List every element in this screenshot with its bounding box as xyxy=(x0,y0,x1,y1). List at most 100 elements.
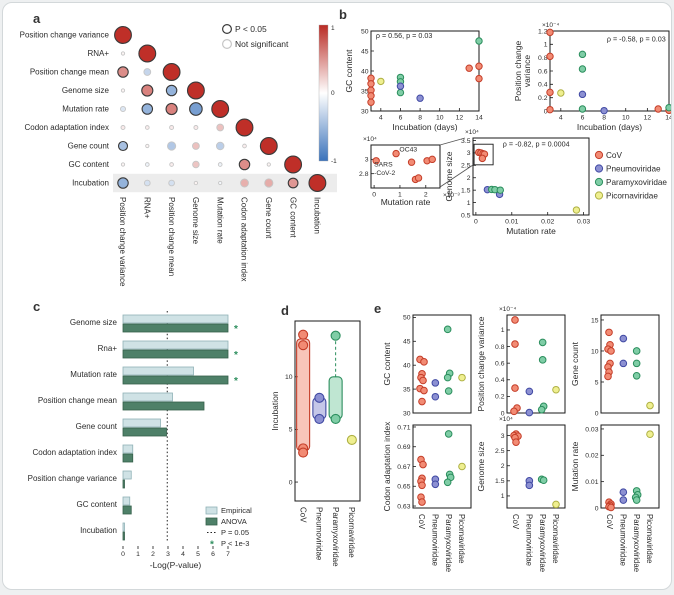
svg-text:×10⁻³: ×10⁻³ xyxy=(443,192,460,199)
svg-text:50: 50 xyxy=(361,28,369,35)
panel-e-gene-count: 0 5 10 15 Gene count xyxy=(570,314,660,417)
svg-text:0.02: 0.02 xyxy=(585,453,598,460)
svg-text:ρ = -0.58, p = 0.03: ρ = -0.58, p = 0.03 xyxy=(607,35,666,44)
svg-text:5: 5 xyxy=(595,379,599,386)
svg-text:1: 1 xyxy=(398,192,402,199)
svg-text:1: 1 xyxy=(501,493,505,500)
svg-text:0: 0 xyxy=(595,410,599,417)
svg-text:Pneumoviridae: Pneumoviridae xyxy=(525,514,534,566)
svg-text:Incubation: Incubation xyxy=(80,526,117,535)
svg-text:3: 3 xyxy=(166,551,170,558)
svg-text:Codon adaptation index: Codon adaptation index xyxy=(24,123,109,132)
svg-text:40: 40 xyxy=(403,362,411,369)
panel-e-codon-adaptation-index: 0.63 0.65 0.67 0.69 0.71 Codon adaptation ind… xyxy=(382,421,472,572)
svg-text:×10⁴: ×10⁴ xyxy=(363,136,377,143)
svg-text:3: 3 xyxy=(501,433,505,440)
svg-text:GC content: GC content xyxy=(69,160,110,169)
svg-text:Gene count: Gene count xyxy=(570,341,580,386)
svg-text:8: 8 xyxy=(602,115,606,122)
svg-text:35: 35 xyxy=(403,386,411,393)
panel-c-significance-bars: Genome size * Rna+ * Mutation rate * Position … xyxy=(28,311,252,570)
svg-text:Pneumoviridae: Pneumoviridae xyxy=(619,514,628,566)
svg-text:-Log(P-value): -Log(P-value) xyxy=(150,560,202,570)
svg-text:8: 8 xyxy=(418,115,422,122)
svg-text:0.02: 0.02 xyxy=(541,219,554,226)
svg-text:Genome size: Genome size xyxy=(476,441,486,491)
svg-text:×10⁴: ×10⁴ xyxy=(465,129,479,136)
svg-text:Mutation rate: Mutation rate xyxy=(70,370,117,379)
svg-text:Mutation rate: Mutation rate xyxy=(62,105,109,114)
svg-text:0.03: 0.03 xyxy=(585,426,598,433)
svg-text:35: 35 xyxy=(361,88,369,95)
svg-text:10: 10 xyxy=(436,115,444,122)
svg-text:2: 2 xyxy=(424,192,428,199)
svg-text:0.03: 0.03 xyxy=(577,219,590,226)
svg-text:0.67: 0.67 xyxy=(397,464,410,471)
svg-text:0: 0 xyxy=(501,410,505,417)
svg-text:6: 6 xyxy=(211,551,215,558)
svg-text:0.71: 0.71 xyxy=(397,424,410,431)
svg-text:10: 10 xyxy=(285,374,293,381)
svg-text:Mutation rate: Mutation rate xyxy=(215,197,224,244)
svg-text:1: 1 xyxy=(136,551,140,558)
svg-text:Genome size: Genome size xyxy=(70,318,118,327)
svg-text:*: * xyxy=(234,376,238,387)
figure-canvas: Position change variance Position change … xyxy=(20,22,671,572)
svg-text:variance: variance xyxy=(522,55,532,87)
svg-text:3: 3 xyxy=(365,157,369,164)
svg-text:1.2: 1.2 xyxy=(538,28,548,35)
svg-text:Paramyxoviridae: Paramyxoviridae xyxy=(606,178,667,187)
svg-text:45: 45 xyxy=(361,48,369,55)
svg-text:1.5: 1.5 xyxy=(495,478,505,485)
svg-text:10: 10 xyxy=(622,115,630,122)
svg-text:2: 2 xyxy=(467,175,471,182)
svg-text:1.5: 1.5 xyxy=(461,187,471,194)
svg-text:0.2: 0.2 xyxy=(538,95,548,102)
svg-text:2.5: 2.5 xyxy=(461,163,471,170)
svg-text:SARS: SARS xyxy=(374,162,393,169)
panel-e-mutation-rate: 0 0.01 0.02 0.03 Mutation rate CoV Pneumovirid… xyxy=(570,424,660,572)
svg-text:Gene count: Gene count xyxy=(264,197,273,239)
svg-text:0: 0 xyxy=(121,551,125,558)
panel-b-legend: CoV Pneumoviridae Paramyxoviridae Picornavi… xyxy=(594,151,667,200)
svg-text:Incubation: Incubation xyxy=(270,391,280,430)
svg-text:Empirical: Empirical xyxy=(221,506,252,515)
svg-text:GC content: GC content xyxy=(382,342,392,386)
svg-text:0.6: 0.6 xyxy=(495,360,505,367)
svg-text:1: 1 xyxy=(501,327,505,334)
svg-text:Not significant: Not significant xyxy=(235,39,289,49)
svg-text:Pneumoviridae: Pneumoviridae xyxy=(431,514,440,566)
svg-text:Genome size: Genome size xyxy=(62,86,110,95)
svg-text:7: 7 xyxy=(226,551,230,558)
svg-text:0: 0 xyxy=(289,479,293,486)
svg-text:ρ = 0.56, p = 0.03: ρ = 0.56, p = 0.03 xyxy=(376,31,432,40)
inset-connector-lines xyxy=(439,137,474,188)
svg-text:0: 0 xyxy=(372,192,376,199)
svg-text:0.01: 0.01 xyxy=(585,479,598,486)
svg-text:ANOVA: ANOVA xyxy=(221,517,247,526)
svg-text:45: 45 xyxy=(403,339,411,346)
svg-text:Picornaviridae: Picornaviridae xyxy=(347,507,356,558)
panel-label-d: d xyxy=(281,303,289,318)
svg-text:0.8: 0.8 xyxy=(495,344,505,351)
svg-text:Mutation rate: Mutation rate xyxy=(381,197,431,207)
svg-text:3.5: 3.5 xyxy=(461,138,471,145)
svg-text:×10⁻⁴: ×10⁻⁴ xyxy=(542,22,559,29)
svg-text:Position change mean: Position change mean xyxy=(38,396,117,405)
svg-text:0: 0 xyxy=(474,219,478,226)
svg-text:Paramyxoviridae: Paramyxoviridae xyxy=(444,514,453,572)
svg-text:0.63: 0.63 xyxy=(397,503,410,510)
svg-text:Position change variance: Position change variance xyxy=(118,197,127,287)
svg-text:RNA+: RNA+ xyxy=(87,49,109,58)
panel-label-a: a xyxy=(33,11,41,26)
svg-text:Position change: Position change xyxy=(513,40,523,101)
svg-text:14: 14 xyxy=(475,115,483,122)
svg-text:Codon adaptation index: Codon adaptation index xyxy=(32,448,117,457)
svg-text:-1: -1 xyxy=(331,158,337,165)
svg-text:15: 15 xyxy=(591,317,599,324)
svg-text:*: * xyxy=(234,324,238,335)
svg-text:CoV: CoV xyxy=(298,507,307,523)
svg-text:Position change variance: Position change variance xyxy=(476,316,486,411)
svg-text:Codon adaptation index: Codon adaptation index xyxy=(240,197,249,282)
